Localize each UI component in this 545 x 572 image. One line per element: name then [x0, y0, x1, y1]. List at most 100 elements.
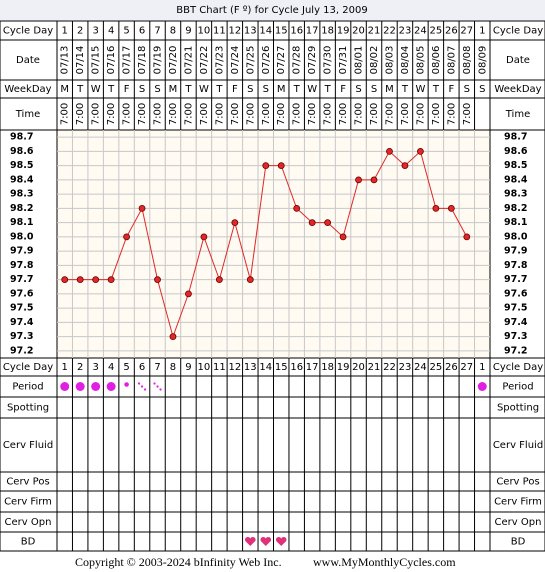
date: 07/21	[183, 46, 194, 75]
y-tick-label: 97.8	[504, 260, 528, 271]
y-tick-label: 97.6	[10, 288, 34, 299]
date: 07/22	[199, 46, 210, 75]
weekday: M	[385, 84, 394, 95]
weekday: S	[464, 84, 470, 95]
time: 7:00	[354, 103, 365, 125]
y-tick-label: 97.9	[504, 246, 527, 257]
row-label: Time	[505, 109, 530, 120]
bd-heart	[260, 536, 272, 546]
cycle-day: 17	[306, 26, 319, 37]
row-label: Cerv Firm	[494, 497, 542, 508]
cycle-day: 13	[244, 362, 257, 373]
weekday: S	[355, 84, 361, 95]
row-label: Cycle Day	[3, 26, 53, 37]
bd-heart	[245, 536, 256, 546]
row-label: WeekDay	[4, 84, 51, 95]
date: 07/17	[122, 46, 133, 75]
temp-point	[76, 276, 84, 284]
weekday: F	[448, 84, 454, 95]
temp-point	[200, 233, 208, 241]
y-tick-label: 97.5	[504, 303, 527, 314]
cycle-day: 19	[337, 362, 350, 373]
temp-point	[355, 176, 362, 184]
temp-point	[432, 204, 440, 212]
period-spotting	[153, 382, 156, 385]
row-label: Spotting	[497, 403, 539, 414]
weekday: S	[139, 84, 145, 95]
cycle-day: 15	[275, 26, 288, 37]
y-tick-label: 98.6	[504, 146, 528, 157]
time: 7:00	[122, 103, 133, 125]
row-label: Period	[12, 382, 43, 393]
cycle-day: 2	[77, 26, 83, 37]
date: 07/25	[245, 46, 256, 75]
weekday: S	[479, 84, 485, 95]
cycle-day: 10	[198, 26, 211, 37]
row-label: Cycle Day	[493, 26, 543, 37]
time: 7:00	[230, 103, 241, 125]
cycle-day: 22	[383, 362, 396, 373]
cycle-day: 15	[275, 362, 288, 373]
date: 07/31	[338, 46, 349, 75]
y-tick-label: 98.1	[10, 217, 33, 228]
y-tick-label: 98.0	[10, 231, 34, 242]
cycle-day: 5	[123, 26, 129, 37]
y-tick-label: 97.6	[504, 288, 528, 299]
cycle-day: 1	[62, 362, 68, 373]
date: 08/08	[462, 46, 473, 75]
period-spotting	[156, 385, 159, 388]
weekday: F	[124, 84, 130, 95]
temp-point	[185, 290, 192, 298]
date: 07/15	[91, 46, 102, 75]
temp-point	[231, 219, 239, 227]
time: 7:00	[307, 103, 318, 125]
y-tick-label: 98.6	[10, 146, 34, 157]
weekday: T	[432, 84, 440, 95]
weekday: T	[293, 84, 301, 95]
time: 7:00	[431, 103, 442, 125]
date: 08/09	[477, 46, 488, 75]
cycle-day: 26	[445, 26, 458, 37]
y-tick-label: 97.2	[504, 345, 527, 356]
time: 7:00	[415, 103, 426, 125]
time: 7:00	[400, 103, 411, 125]
y-tick-label: 98.4	[504, 174, 528, 185]
weekday: F	[340, 84, 346, 95]
row-label: WeekDay	[494, 84, 541, 95]
y-tick-label: 98.5	[504, 160, 527, 171]
y-tick-label: 97.5	[10, 303, 33, 314]
temp-point	[463, 233, 471, 241]
temp-point	[154, 276, 161, 284]
date: 07/20	[168, 46, 179, 75]
date: 08/03	[384, 46, 395, 75]
time: 7:00	[183, 103, 194, 125]
y-tick-label: 97.3	[10, 331, 33, 342]
weekday: T	[76, 84, 84, 95]
row-label: Spotting	[7, 403, 49, 414]
weekday: T	[324, 84, 332, 95]
cycle-day: 5	[123, 362, 129, 373]
date: 07/14	[75, 46, 86, 75]
y-tick-label: 97.3	[504, 331, 527, 342]
weekday: M	[60, 84, 69, 95]
date: 07/28	[292, 46, 303, 75]
temp-point	[61, 276, 69, 284]
weekday: T	[184, 84, 192, 95]
cycle-day: 8	[170, 26, 176, 37]
cycle-day: 17	[306, 362, 319, 373]
temp-point	[324, 219, 332, 227]
cycle-day: 11	[213, 26, 226, 37]
cycle-day: 9	[185, 362, 191, 373]
site-link: www.MyMonthlyCycles.com	[313, 555, 456, 569]
cycle-day: 7	[154, 362, 160, 373]
cycle-day: 25	[430, 362, 443, 373]
time: 7:00	[199, 103, 210, 125]
row-label: BD	[511, 537, 526, 548]
y-tick-label: 97.2	[10, 345, 33, 356]
row-label: Cerv Firm	[4, 497, 52, 508]
weekday: S	[154, 84, 160, 95]
time: 7:00	[338, 103, 349, 125]
cycle-day: 9	[185, 26, 191, 37]
time: 7:00	[168, 103, 179, 125]
